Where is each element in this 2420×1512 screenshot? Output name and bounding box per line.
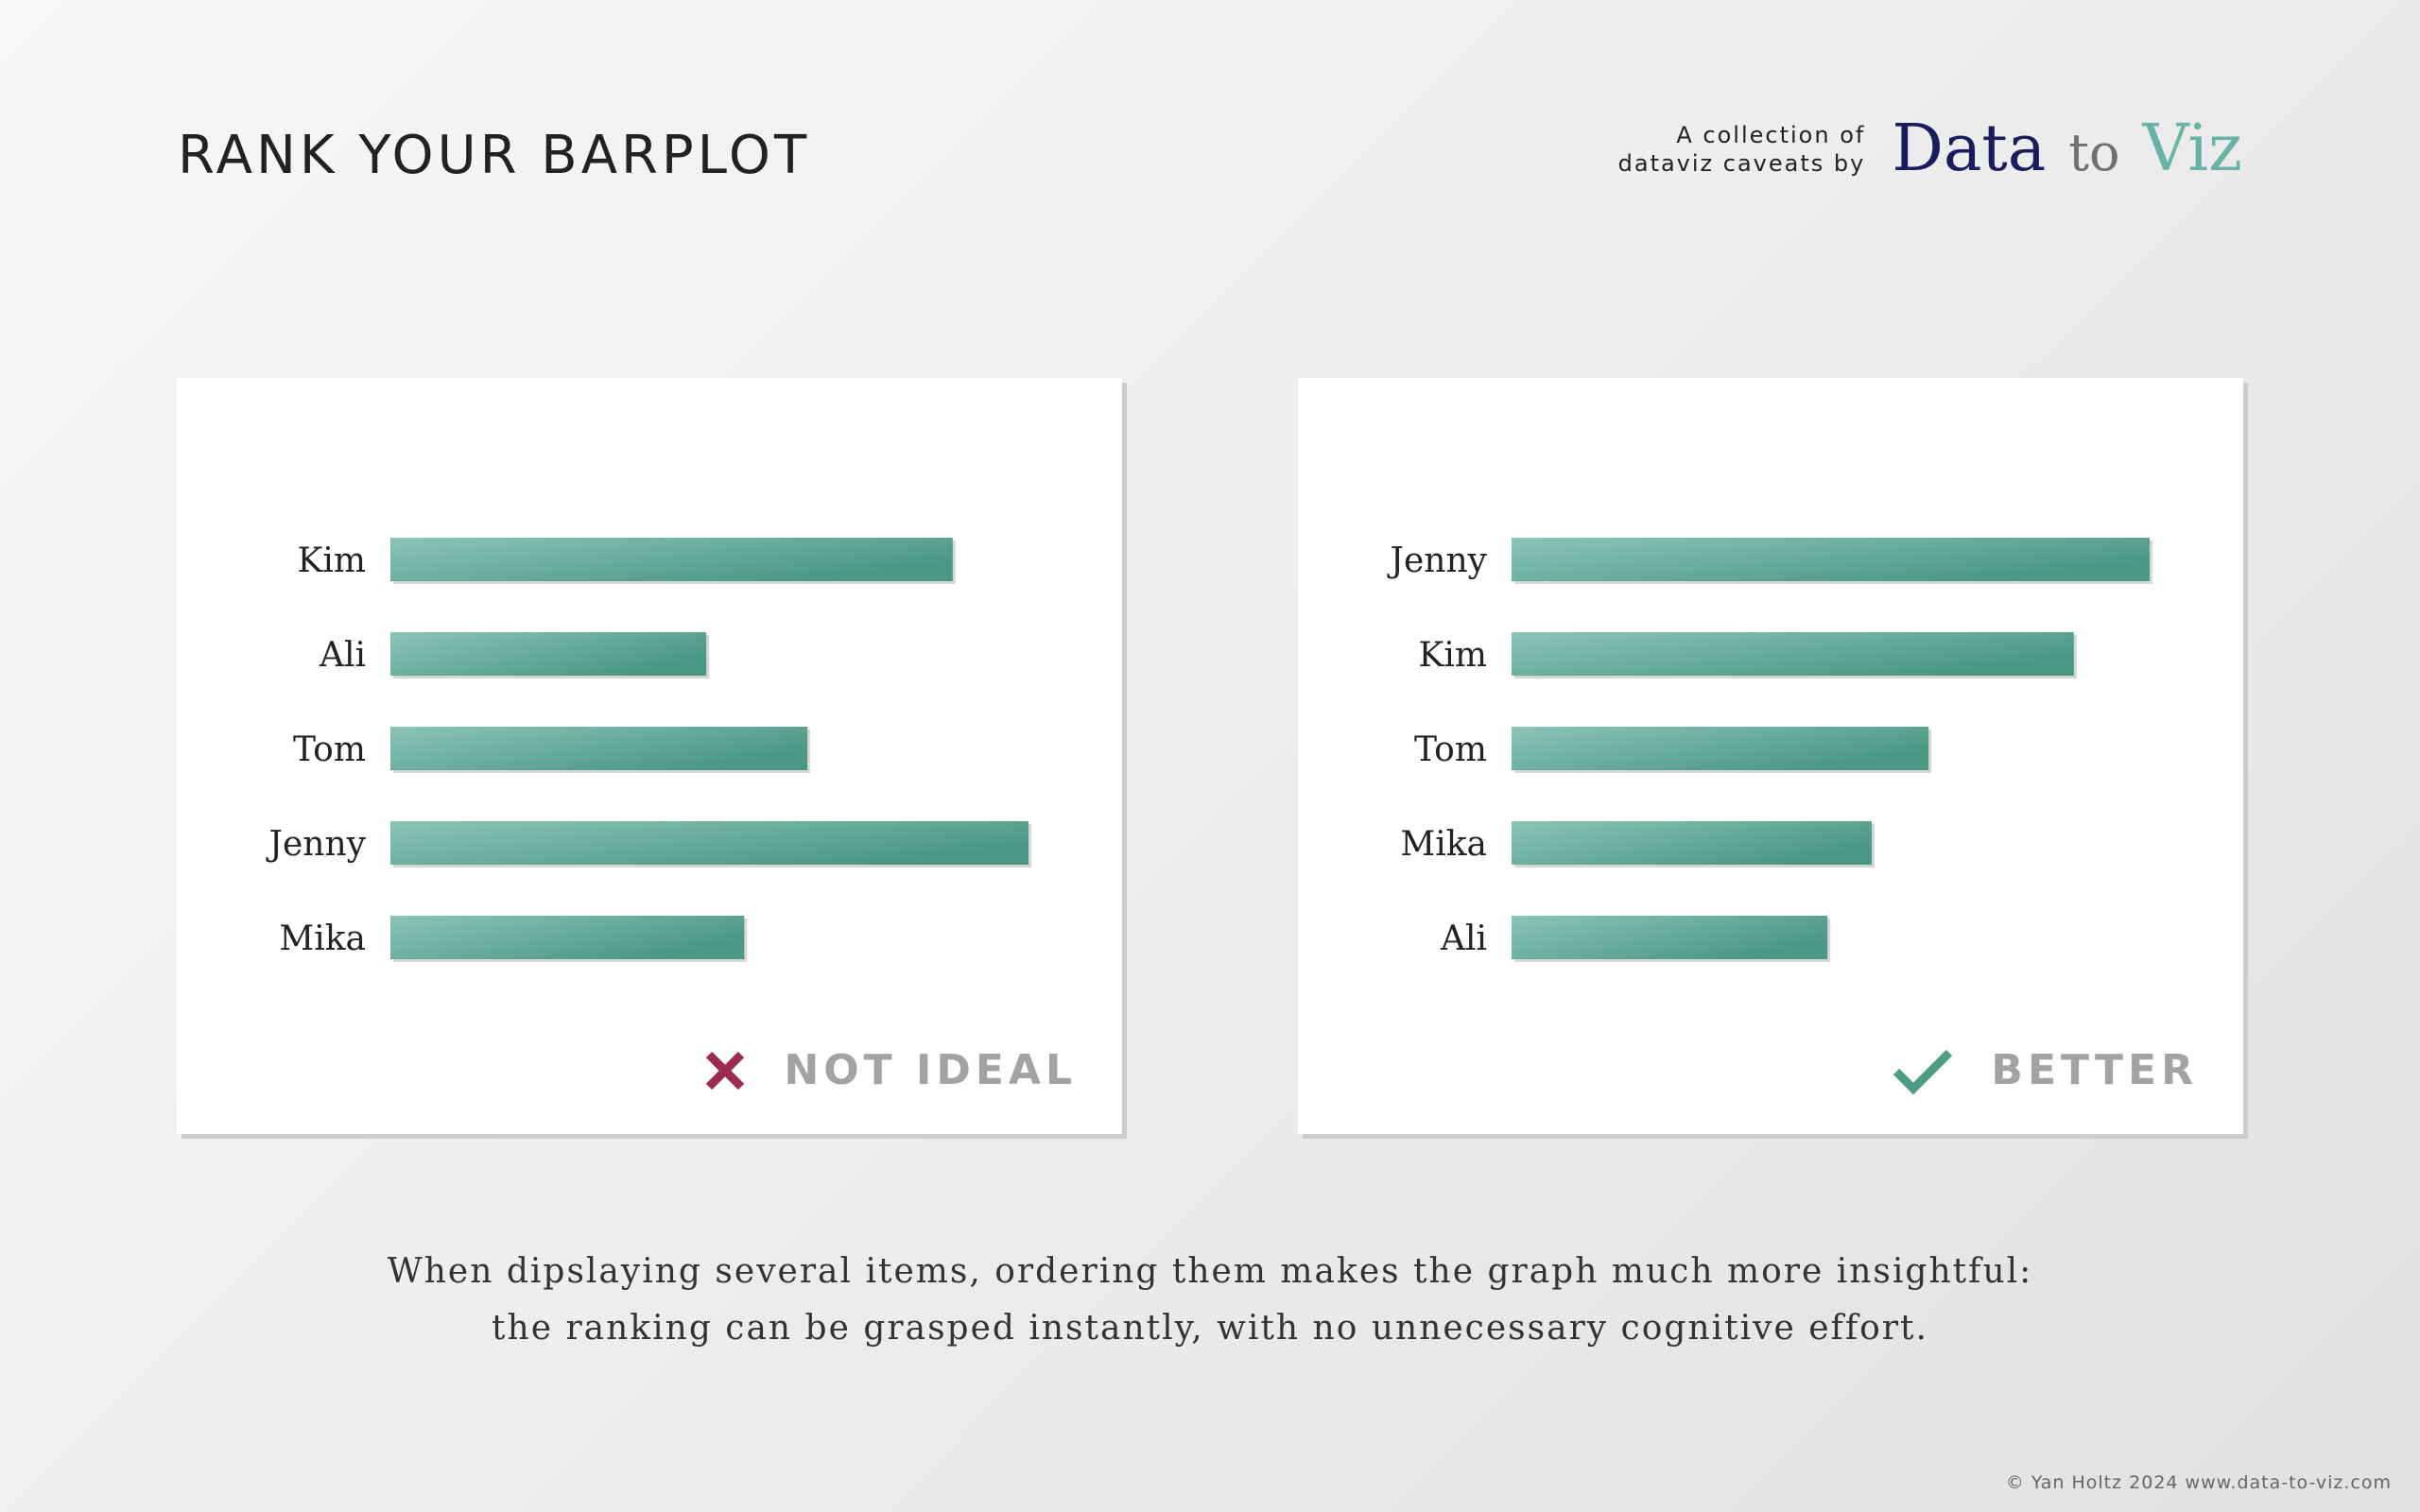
ranked-chart-card: Jenny Kim Tom Mika Ali BETTER (1298, 378, 2243, 1134)
bar-mika (390, 916, 745, 959)
data-to-viz-logo[interactable]: Data to Viz (1892, 117, 2242, 181)
category-label: Jenny (1387, 541, 1488, 580)
category-label: Kim (1418, 636, 1487, 675)
verdict-label: BETTER (1991, 1046, 2198, 1094)
category-label: Ali (1440, 919, 1487, 958)
category-label: Tom (293, 730, 366, 769)
category-label: Mika (279, 919, 366, 958)
explanation-caption: When dipslaying several items, ordering … (0, 1244, 2420, 1357)
verdict-better: BETTER (1893, 1046, 2198, 1094)
logo-word-data: Data (1892, 112, 2047, 186)
brand-block: A collection of dataviz caveats by Data t… (1618, 117, 2242, 181)
logo-word-viz: Viz (2142, 112, 2243, 186)
footer-credit: © Yan Holtz 2024 www.data-to-viz.com (2005, 1472, 2392, 1493)
caption-line-1: When dipslaying several items, ordering … (387, 1252, 2033, 1291)
bar-mika (1512, 821, 1872, 865)
caption-line-2: the ranking can be grasped instantly, wi… (492, 1309, 1928, 1348)
bar-ali (390, 632, 707, 676)
unranked-chart-card: Kim Ali Tom Jenny Mika NOT IDEAL (177, 378, 1122, 1134)
category-label: Mika (1400, 825, 1487, 864)
tagline-line-2: dataviz caveats by (1617, 150, 1866, 177)
verdict-label: NOT IDEAL (784, 1046, 1077, 1094)
brand-tagline: A collection of dataviz caveats by (1618, 121, 1866, 178)
checkmark-icon (1893, 1049, 1953, 1094)
category-label: Ali (319, 636, 366, 675)
bar-jenny (1512, 538, 2150, 581)
bar-kim (390, 538, 953, 581)
ranked-bar-chart: Jenny Kim Tom Mika Ali (1387, 538, 2152, 962)
tagline-line-1: A collection of (1676, 122, 1866, 148)
bar-ali (1512, 916, 1828, 959)
category-label: Jenny (266, 825, 367, 864)
bar-jenny (390, 821, 1028, 865)
unranked-bar-chart: Kim Ali Tom Jenny Mika (266, 538, 1031, 962)
cross-icon (706, 1051, 745, 1090)
category-label: Tom (1414, 730, 1487, 769)
verdict-not-ideal: NOT IDEAL (704, 1046, 1077, 1094)
bar-kim (1512, 632, 2074, 676)
bar-tom (390, 727, 808, 770)
page-title: RANK YOUR BARPLOT (178, 125, 811, 186)
bar-tom (1512, 727, 1929, 770)
logo-word-to: to (2068, 123, 2120, 182)
category-label: Kim (297, 541, 366, 580)
